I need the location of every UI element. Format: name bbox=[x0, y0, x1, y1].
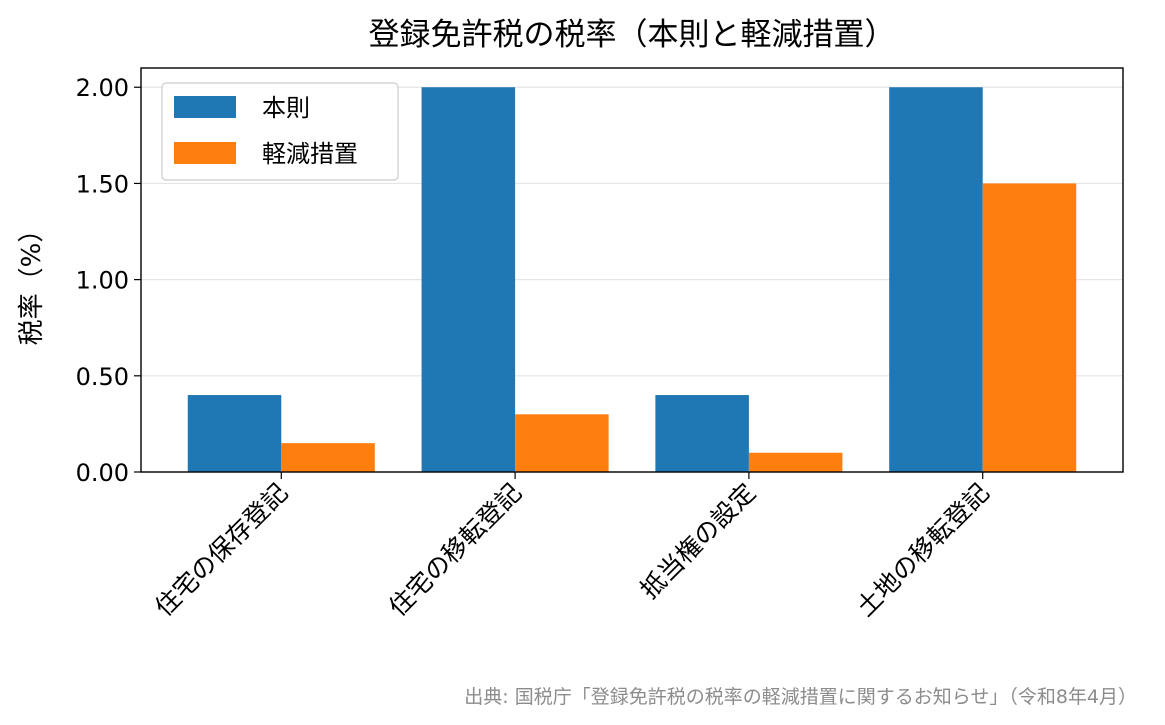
y-axis-ticks: 0.00 0.50 1.00 1.50 2.00 bbox=[76, 74, 141, 487]
bar-keigen-1 bbox=[515, 414, 609, 472]
chart-title: 登録免許税の税率（本則と軽減措置） bbox=[369, 17, 896, 53]
bar-keigen-2 bbox=[748, 452, 843, 472]
legend-swatch-keigen bbox=[174, 142, 236, 164]
y-tick-label-4: 2.00 bbox=[76, 74, 129, 102]
y-tick-label-1: 0.50 bbox=[76, 363, 129, 391]
legend: 本則 軽減措置 bbox=[161, 82, 399, 181]
bar-keigen-3 bbox=[982, 183, 1077, 472]
y-tick-label-2: 1.00 bbox=[76, 267, 129, 295]
bar-honsoku-3 bbox=[889, 87, 983, 472]
source-note: 出典: 国税庁「登録免許税の税率の軽減措置に関するお知らせ」（令和8年4月） bbox=[464, 686, 1137, 708]
plot-area-frame bbox=[140, 67, 1124, 473]
legend-label-honsoku: 本則 bbox=[262, 94, 310, 122]
bar-honsoku-2 bbox=[655, 395, 749, 472]
bar-honsoku-1 bbox=[421, 87, 516, 472]
bar-keigen-0 bbox=[281, 443, 375, 472]
y-tick-label-3: 1.50 bbox=[76, 170, 129, 198]
y-axis-label: 税率（%） bbox=[17, 217, 47, 346]
legend-swatch-honsoku bbox=[174, 96, 236, 118]
bar-honsoku-0 bbox=[187, 395, 282, 472]
bars bbox=[187, 87, 1077, 472]
legend-label-keigen: 軽減措置 bbox=[262, 140, 358, 168]
y-tick-label-0: 0.00 bbox=[76, 459, 129, 487]
